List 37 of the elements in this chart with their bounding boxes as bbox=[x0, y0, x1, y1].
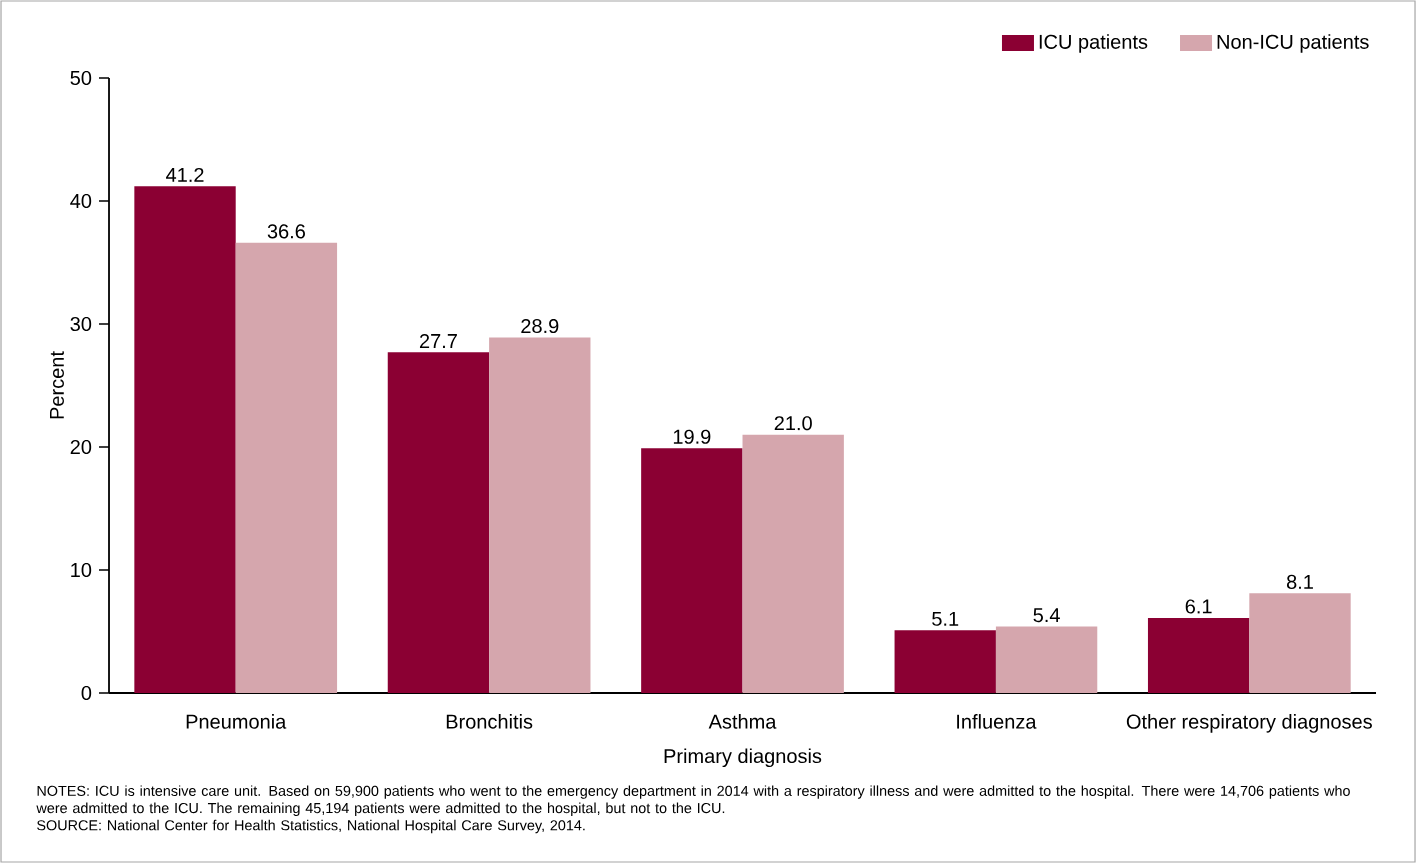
x-tick-label: Other respiratory diagnoses bbox=[1126, 714, 1372, 733]
x-tick-label: Influenza bbox=[957, 714, 1037, 729]
bar bbox=[641, 448, 743, 693]
data-label: 21.0 bbox=[774, 416, 812, 431]
bar bbox=[742, 434, 844, 693]
text: NOTES: ICU is intensive care unit. Based on 59,900 patients who went to the emergency department in 2014 with a respiratory illness and were admitted to the hospital. There were 14,706 patients who were admitted to the ICU. The remaining 45,194 patients were admitted to the hospital, but not to the ICU. bbox=[36, 785, 1350, 817]
y-tick-label: 10 bbox=[71, 562, 92, 578]
legend-label: Non-ICU patients bbox=[1217, 34, 1369, 53]
y-axis-title: Percent bbox=[50, 351, 64, 419]
bar bbox=[894, 630, 996, 693]
data-label: 41.2 bbox=[166, 167, 204, 182]
data-label: 8.1 bbox=[1286, 574, 1313, 589]
legend-label: ICU patients bbox=[1039, 34, 1148, 53]
bar bbox=[1147, 617, 1250, 693]
bar bbox=[134, 186, 236, 693]
data-label: 19.9 bbox=[673, 429, 711, 444]
bar bbox=[235, 242, 338, 693]
bar bbox=[995, 626, 1098, 693]
y-tick-label: 0 bbox=[81, 685, 92, 701]
y-tick-label: 20 bbox=[70, 439, 92, 455]
y-tick-label: 30 bbox=[70, 316, 92, 332]
x-axis-title: Primary diagnosis bbox=[664, 748, 822, 768]
data-label: 36.6 bbox=[267, 224, 305, 239]
x-tick-label: Asthma bbox=[708, 714, 777, 729]
y-tick-label: 50 bbox=[70, 70, 92, 86]
x-tick-label: Pneumonia bbox=[186, 714, 287, 729]
bar bbox=[387, 352, 490, 693]
data-label: 5.4 bbox=[1033, 608, 1060, 623]
y-tick-label: 40 bbox=[70, 193, 92, 209]
data-label: 6.1 bbox=[1185, 599, 1212, 614]
x-tick-label: Bronchitis bbox=[446, 714, 533, 729]
data-label: 27.7 bbox=[419, 333, 457, 348]
bar bbox=[1249, 593, 1351, 693]
source-note: SOURCE: National Center for Health Statistics, National Hospital Care Survey, 2014. bbox=[37, 819, 585, 834]
bar bbox=[489, 337, 591, 693]
data-label: 28.9 bbox=[521, 318, 559, 334]
data-label: 5.1 bbox=[932, 611, 959, 626]
